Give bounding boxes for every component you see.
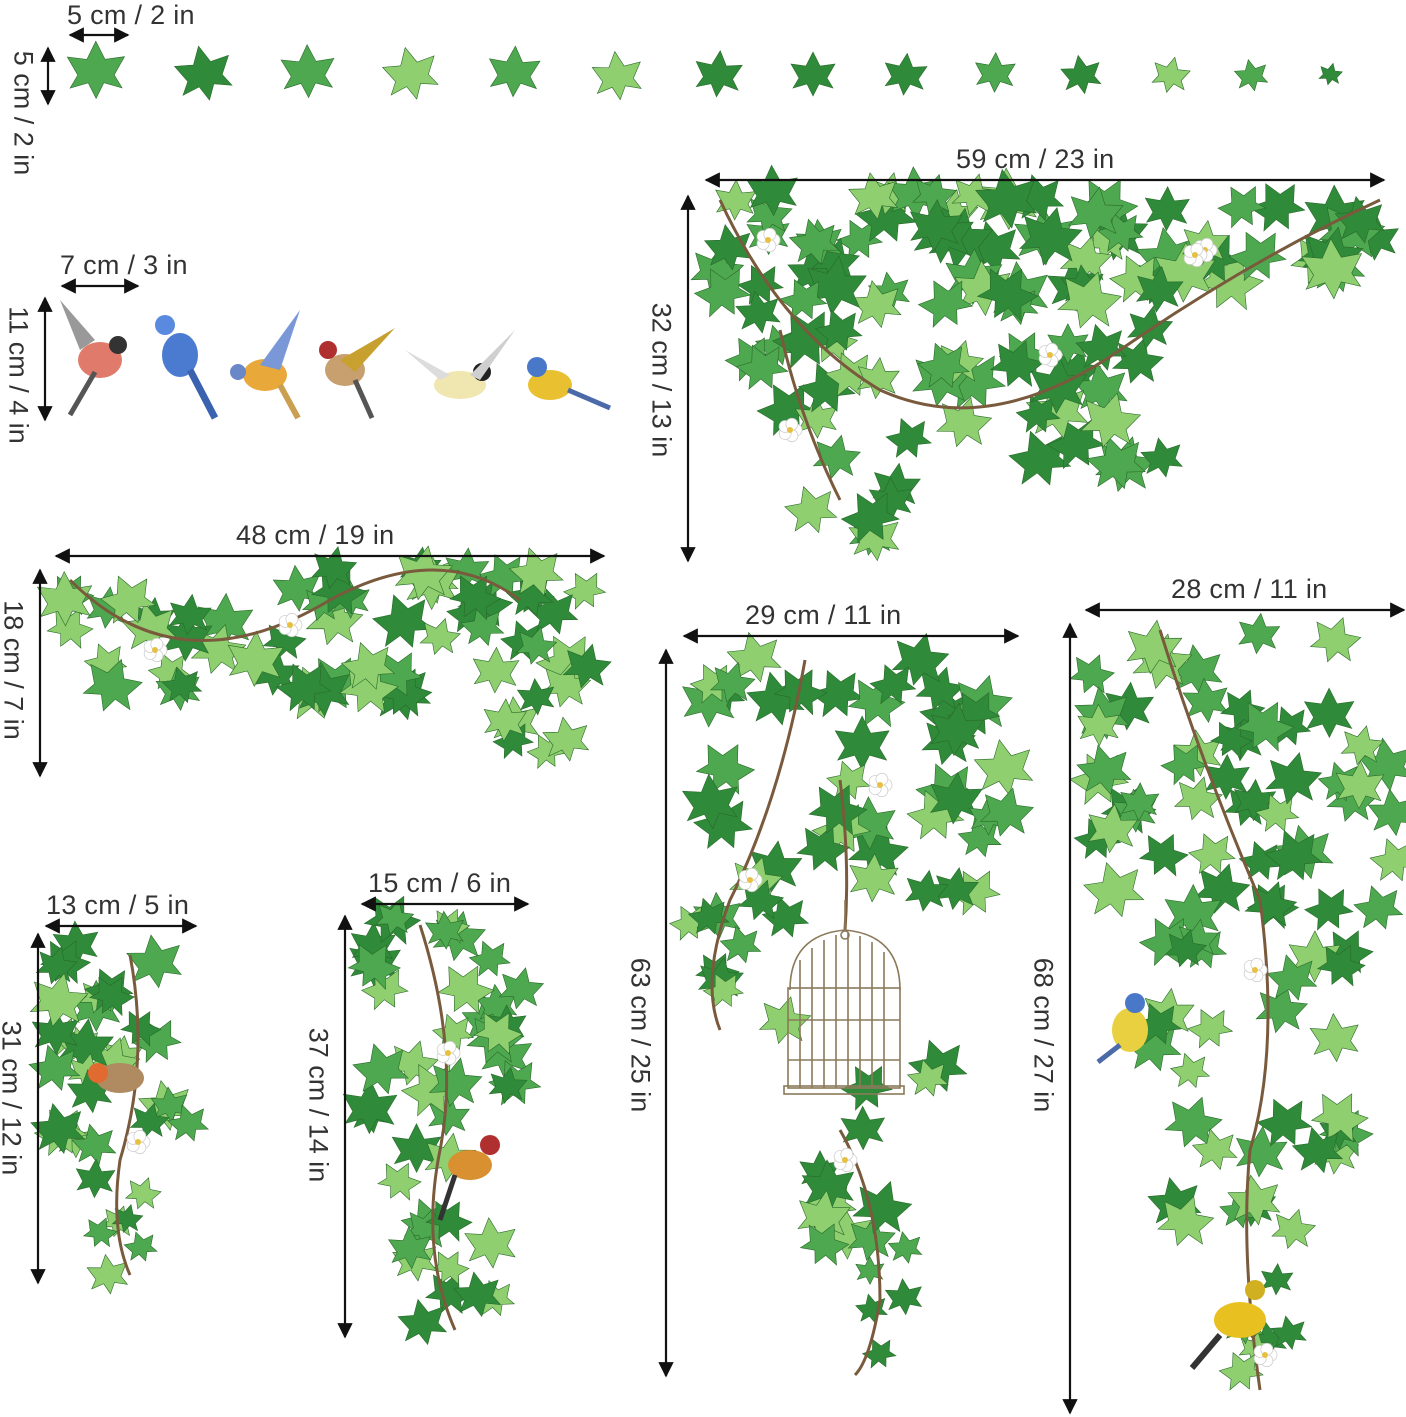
bird-height-label: 11 cm / 4 in: [3, 306, 34, 444]
garland-height-label: 18 cm / 7 in: [0, 600, 29, 740]
dimension-arrows: [30, 27, 1406, 1415]
ivy-leaf-icon: [378, 41, 444, 106]
ivy-leaf-icon: [1316, 60, 1345, 88]
corner-vine-height-label: 32 cm / 13 in: [646, 302, 677, 458]
ivy-leaf-icon: [487, 44, 542, 99]
vine-stem: [838, 1129, 882, 1377]
ivy-leaf-icon: [834, 1054, 899, 1119]
ivy-leaf-icon: [1123, 301, 1176, 353]
flower-icon: [868, 772, 893, 798]
bird-icon: [405, 330, 515, 399]
long-vine-height-label: 68 cm / 27 in: [1028, 957, 1059, 1113]
flower-icon: [1253, 1342, 1278, 1368]
bird-icon: [88, 1063, 144, 1093]
ivy-leaf-icon: [692, 48, 744, 100]
robin-sprig-width-label: 13 cm / 5 in: [46, 890, 190, 920]
finch-sprig-height-label: 37 cm / 14 in: [303, 1027, 334, 1183]
bird-icon: [230, 310, 301, 420]
robin-sprig-height-label: 31 cm / 12 in: [0, 1020, 27, 1176]
bird-icon: [527, 357, 611, 411]
ivy-leaf-icon: [858, 1332, 900, 1374]
vine-stem: [838, 779, 849, 931]
bird-width-label: 7 cm / 3 in: [60, 250, 188, 280]
ivy-leaf-icon: [1365, 830, 1406, 889]
flower-icon: [778, 417, 803, 443]
ivy-leaf-icon: [902, 866, 951, 915]
ivy-leaf-icon: [1143, 185, 1191, 232]
ivy-leaf-icon: [881, 410, 937, 466]
ivy-leaf-icon: [974, 51, 1016, 94]
ivy-leaf-icon: [1133, 824, 1194, 885]
ivy-leaf-icon: [780, 478, 843, 541]
birdcage-icon: [783, 900, 905, 1095]
ivy-leaf-icon: [1235, 610, 1282, 657]
flower-icon: [278, 612, 303, 638]
ivy-leaf-icon: [416, 612, 464, 661]
ivy-leaf-icon: [1232, 56, 1271, 95]
ivy-leaf-icon: [1239, 873, 1302, 936]
vine-stem: [1158, 629, 1270, 1391]
bird-icon: [319, 328, 395, 420]
vine-stem: [418, 924, 457, 1331]
ivy-leaf-icon: [1308, 1011, 1362, 1064]
ivy-leaf-icon: [1064, 646, 1120, 701]
flower-icon: [1243, 957, 1268, 983]
flower-icon: [1183, 242, 1208, 268]
ivy-leaf-icon: [1349, 878, 1406, 937]
cage-vine-height-label: 63 cm / 25 in: [625, 957, 656, 1113]
long-vine-width-label: 28 cm / 11 in: [1171, 574, 1328, 604]
vine-stem: [718, 198, 1381, 410]
ivy-leaf-icon: [834, 715, 890, 771]
flowers-group: [126, 227, 1278, 1368]
flower-icon: [1038, 342, 1063, 368]
ivy-leaf-icon: [1303, 687, 1355, 739]
ivy-leaf-icon: [1058, 51, 1105, 98]
ivy-leaf-icon: [882, 51, 929, 98]
ivy-leaf-icon: [884, 1276, 925, 1317]
corner-vine-width-label: 59 cm / 23 in: [956, 144, 1115, 174]
ivy-leaf-icon: [280, 43, 336, 99]
ivy-leaf-icon: [66, 40, 126, 100]
bird-icon: [60, 300, 127, 417]
single-leaf-width-label: 5 cm / 2 in: [67, 0, 195, 30]
flower-icon: [126, 1129, 151, 1155]
bird-icon: [155, 315, 219, 420]
ivy-leaf-icon: [853, 1290, 891, 1328]
bird-icon: [1189, 1280, 1266, 1370]
ivy-leaf-icon: [1305, 609, 1366, 670]
vine-stem: [115, 954, 140, 1276]
vine-stem: [68, 568, 521, 642]
ivy-leaf-icon: [903, 1030, 973, 1101]
flower-icon: [756, 227, 781, 253]
ivy-leaf-icon: [170, 40, 238, 107]
ivy-leaf-icon: [1148, 52, 1193, 97]
ivy-leaf-icon: [590, 48, 645, 103]
vine-stems-group: [68, 198, 1381, 1391]
flower-icon: [436, 1040, 461, 1066]
finch-sprig-width-label: 15 cm / 6 in: [368, 868, 512, 898]
bird-icon: [1096, 993, 1148, 1064]
single-leaf-height-label: 5 cm / 2 in: [8, 50, 39, 176]
vine-stem: [778, 329, 842, 501]
ivy-leaf-icon: [1138, 433, 1186, 482]
bird-icon: [437, 1135, 500, 1221]
flower-icon: [738, 867, 763, 893]
ivy-leaf-icon: [1078, 854, 1150, 925]
flower-icon: [833, 1147, 858, 1173]
ivy-leaf-icon: [1298, 878, 1359, 939]
ivy-leaf-icon: [74, 1157, 116, 1199]
ivy-leaf-icon: [1260, 1262, 1294, 1297]
vine-stem: [710, 659, 807, 1031]
ivy-leaf-icon: [36, 570, 94, 628]
ivy-leaf-icon: [1211, 175, 1272, 236]
flower-icon: [143, 637, 168, 663]
ivy-leaf-icon: [463, 1215, 519, 1271]
ivy-leaf-icon: [790, 51, 836, 97]
cage-vine-width-label: 29 cm / 11 in: [745, 600, 902, 630]
garland-width-label: 48 cm / 19 in: [236, 520, 395, 550]
